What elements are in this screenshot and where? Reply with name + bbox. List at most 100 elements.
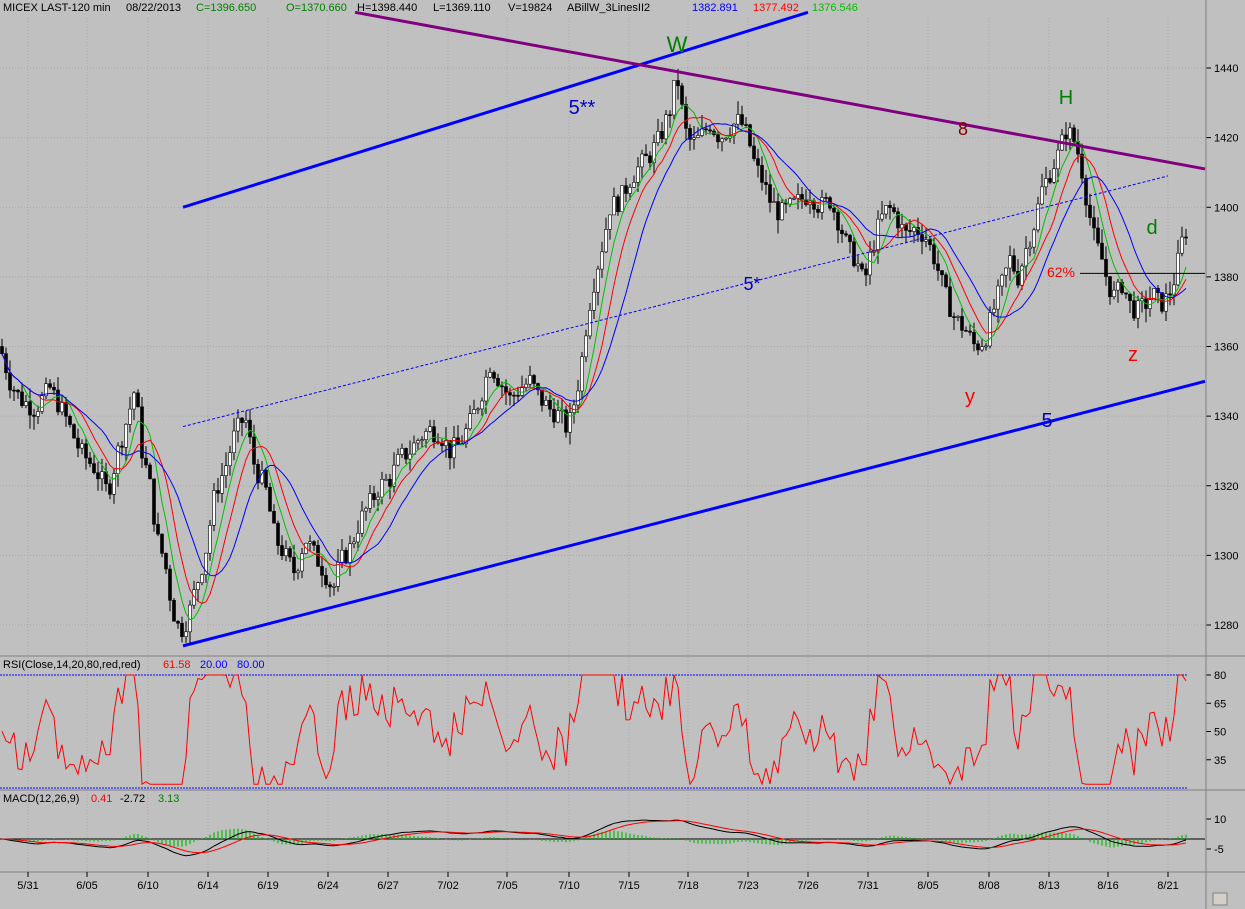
price-grid: [0, 18, 1205, 872]
candle-body: [388, 478, 392, 487]
candle-body: [516, 394, 520, 397]
rsi-high-level: 80.00: [237, 659, 265, 671]
candle-body: [204, 552, 208, 575]
candle-body: [420, 439, 424, 441]
trendline-5starstar: [182, 10, 809, 209]
candle-body: [404, 448, 408, 460]
candle-body: [720, 138, 724, 143]
annotation-W: W: [667, 32, 688, 57]
candle-body: [988, 312, 992, 347]
candle-body: [708, 129, 712, 132]
candle-body: [152, 478, 156, 525]
candle-body: [1172, 284, 1176, 296]
candle-body: [88, 457, 92, 464]
candle-body: [236, 417, 240, 432]
candle-body: [324, 575, 328, 586]
candle-body: [800, 194, 804, 200]
annotation-d: d: [1146, 217, 1157, 239]
candle-body: [1088, 204, 1092, 218]
candle-body: [528, 375, 532, 385]
candle-body: [948, 286, 952, 317]
candle-body: [1076, 141, 1080, 155]
annotations: W Hd y z 62% 8 5** 5* 5: [569, 32, 1158, 432]
candle-body: [1132, 300, 1136, 319]
candle-body: [60, 402, 64, 413]
candle-body: [1004, 267, 1008, 276]
candle-body: [164, 553, 168, 570]
candle-body: [936, 263, 940, 271]
candle-body: [604, 229, 608, 253]
x-tick-label: 6/19: [257, 880, 278, 892]
candle-body: [820, 197, 824, 213]
y-tick-label: 1380: [1214, 272, 1238, 284]
x-tick-label: 7/05: [496, 880, 517, 892]
candle-body: [1112, 289, 1116, 298]
candle-body: [552, 408, 556, 423]
candle-body: [916, 227, 920, 235]
candle-body: [392, 464, 396, 487]
candle-body: [1028, 246, 1032, 250]
candle-body: [556, 410, 560, 423]
y-tick-label: 1280: [1214, 620, 1238, 632]
candle-body: [180, 622, 184, 637]
candle-body: [12, 389, 16, 392]
candle-body: [1096, 227, 1100, 244]
candle-body: [832, 207, 836, 213]
candle-body: [512, 394, 516, 397]
candle-body: [1000, 274, 1004, 287]
candle-body: [752, 145, 756, 159]
candle-body: [408, 453, 412, 460]
candle-body: [120, 445, 124, 448]
candle-body: [320, 566, 324, 576]
candle-body: [952, 316, 956, 318]
candle-body: [816, 208, 820, 213]
candle-body: [956, 316, 960, 318]
candle-body: [1164, 293, 1168, 312]
candle-body: [20, 391, 24, 406]
candle-body: [468, 413, 472, 430]
candle-body: [676, 80, 680, 87]
y-tick-label: 1420: [1214, 133, 1238, 145]
candle-body: [980, 346, 984, 351]
candle-body: [1040, 186, 1044, 205]
rsi-line: [1, 673, 1187, 786]
annotation-5starstar: 5**: [569, 97, 596, 119]
candle-body: [28, 401, 32, 416]
candle-body: [100, 471, 104, 480]
x-tick-label: 6/10: [137, 880, 158, 892]
annotation-8: 8: [958, 119, 968, 139]
macd-signal: -2.72: [120, 793, 145, 805]
candle-body: [908, 230, 912, 232]
candle-body: [312, 541, 316, 546]
candle-body: [476, 408, 480, 411]
candle-body: [664, 114, 668, 140]
candle-body: [996, 285, 1000, 310]
annotation-y: y: [965, 386, 975, 408]
candle-body: [656, 131, 660, 143]
candle-body: [1184, 236, 1188, 239]
candle-body: [64, 402, 68, 417]
annotation-H: H: [1059, 87, 1073, 109]
candle-body: [1080, 153, 1084, 179]
x-tick-label: 8/21: [1157, 880, 1178, 892]
candle-body: [1136, 300, 1140, 319]
moving-averages: [1, 104, 1187, 621]
candle-body: [348, 543, 352, 563]
candle-body: [252, 436, 256, 465]
candle-body: [32, 414, 36, 417]
candle-body: [372, 493, 376, 500]
trendline-5star: [182, 175, 1169, 428]
candle-body: [632, 182, 636, 188]
candle-body: [200, 574, 204, 583]
candle-body: [776, 201, 780, 221]
candle-body: [384, 478, 388, 481]
candle-body: [464, 428, 468, 445]
candle-body: [1176, 252, 1180, 286]
x-tick-label: 7/02: [437, 880, 458, 892]
candle-body: [564, 409, 568, 433]
candle-body: [884, 205, 888, 215]
corner-button[interactable]: [1212, 892, 1228, 906]
candle-body: [1008, 255, 1012, 269]
x-tick-label: 8/16: [1097, 880, 1118, 892]
candle-body: [168, 568, 172, 601]
